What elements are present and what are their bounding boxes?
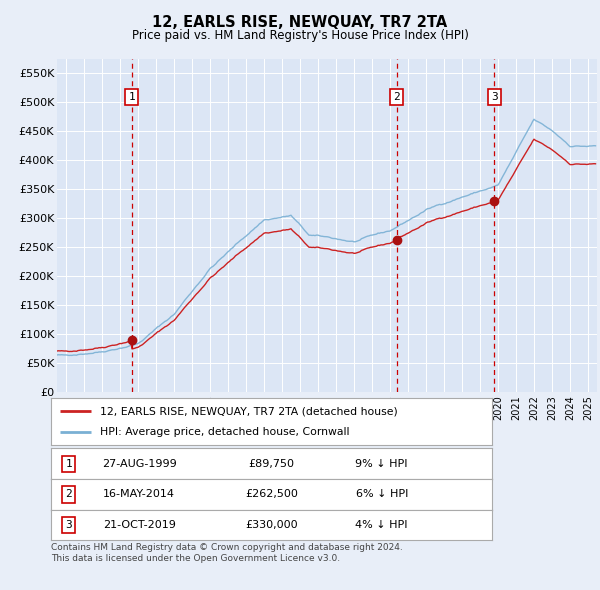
Text: £262,500: £262,500 (245, 490, 298, 499)
Text: Price paid vs. HM Land Registry's House Price Index (HPI): Price paid vs. HM Land Registry's House … (131, 30, 469, 42)
Text: 16-MAY-2014: 16-MAY-2014 (103, 490, 175, 499)
Text: 21-OCT-2019: 21-OCT-2019 (103, 520, 176, 530)
Text: HPI: Average price, detached house, Cornwall: HPI: Average price, detached house, Corn… (100, 427, 349, 437)
Text: 3: 3 (65, 520, 72, 530)
Text: Contains HM Land Registry data © Crown copyright and database right 2024.
This d: Contains HM Land Registry data © Crown c… (51, 543, 403, 563)
Text: 3: 3 (491, 91, 498, 101)
Text: 12, EARLS RISE, NEWQUAY, TR7 2TA (detached house): 12, EARLS RISE, NEWQUAY, TR7 2TA (detach… (100, 407, 397, 417)
Text: 27-AUG-1999: 27-AUG-1999 (102, 459, 176, 468)
Text: 2: 2 (65, 490, 72, 499)
Text: 1: 1 (128, 91, 135, 101)
Text: 6% ↓ HPI: 6% ↓ HPI (356, 490, 408, 499)
Text: 9% ↓ HPI: 9% ↓ HPI (355, 459, 408, 468)
Text: 2: 2 (393, 91, 400, 101)
Text: 4% ↓ HPI: 4% ↓ HPI (355, 520, 408, 530)
Text: £330,000: £330,000 (245, 520, 298, 530)
Text: 12, EARLS RISE, NEWQUAY, TR7 2TA: 12, EARLS RISE, NEWQUAY, TR7 2TA (152, 15, 448, 30)
Text: 1: 1 (65, 459, 72, 468)
Text: £89,750: £89,750 (248, 459, 295, 468)
